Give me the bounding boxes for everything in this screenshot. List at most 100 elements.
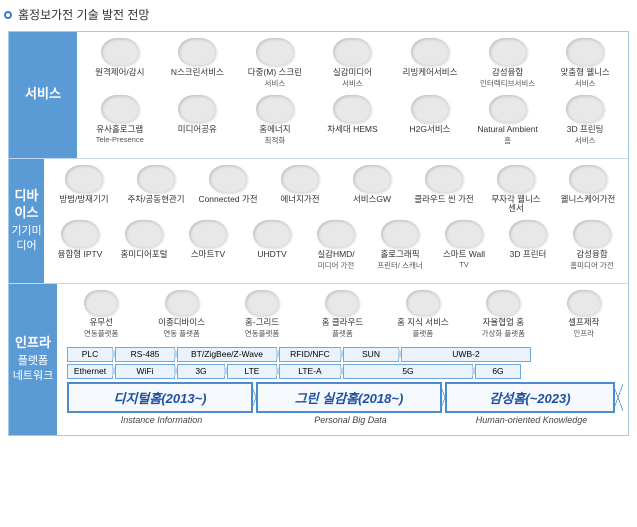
item-icon xyxy=(569,165,607,193)
diagram-item: 유사홀로그램Tele-Presence xyxy=(88,95,152,146)
item-sublabel: 연동플랫폼 xyxy=(245,328,280,339)
item-icon xyxy=(101,38,139,66)
tech-chip: BT/ZigBee/Z-Wave xyxy=(177,347,277,362)
item-label: 실감미디어 xyxy=(333,68,372,78)
tech-chip: 3G xyxy=(177,364,225,379)
item-icon xyxy=(178,95,216,123)
item-label: 융합형 IPTV xyxy=(58,250,103,260)
item-label: 3D 프린팅 xyxy=(567,125,604,135)
era-box: 그린 실감홈(2018~) xyxy=(256,382,442,413)
section-row: 디바이스기기미디어방범/방재기기주차/공동현관기Connected 가전에너지가… xyxy=(9,159,628,284)
item-row: 방범/방재기기주차/공동현관기Connected 가전에너지가전서비스GW클라우… xyxy=(48,165,624,215)
diagram-item: 실감HMD/미디어 가전 xyxy=(304,220,368,271)
item-icon xyxy=(189,220,227,248)
tech-chip: 5G xyxy=(343,364,473,379)
item-sublabel: 서비스 xyxy=(575,78,596,89)
item-label: 맞춤형 웰니스 xyxy=(561,68,610,78)
item-sublabel: 인터렉티브서비스 xyxy=(480,78,535,89)
item-label: 미디어공유 xyxy=(178,125,217,135)
tech-row: PLCRS-485BT/ZigBee/Z-WaveRFID/NFCSUNUWB-… xyxy=(67,347,618,362)
item-icon xyxy=(567,290,601,316)
item-label: 이종디바이스 xyxy=(158,318,205,328)
item-row: 융합형 IPTV홈미디어포털스마트TVUHDTV실감HMD/미디어 가전홀로그래… xyxy=(48,220,624,271)
item-icon xyxy=(509,220,547,248)
item-sublabel: 플랫폼 xyxy=(413,328,434,339)
item-icon xyxy=(489,38,527,66)
item-label: 홈 클라우드 xyxy=(322,318,363,328)
era-box: 감성홈(~2023) xyxy=(445,382,615,413)
era-subline: Instance InformationPersonal Big DataHum… xyxy=(67,413,618,427)
diagram-item: 서비스GW xyxy=(340,165,404,215)
item-label: 리빙케어서비스 xyxy=(403,68,458,78)
item-sublabel: 프린터/ 스캐너 xyxy=(377,260,423,271)
diagram-item: 실감미디어서비스 xyxy=(320,38,384,89)
item-icon xyxy=(333,38,371,66)
item-label: 원격제어/감시 xyxy=(95,68,144,78)
item-label: 감성융합 xyxy=(492,68,523,78)
item-icon xyxy=(178,38,216,66)
diagram-item: Connected 가전 xyxy=(196,165,260,215)
diagram-container: 서비스원격제어/감시N스크린서비스다중(M) 스크린서비스실감미디어서비스리빙케… xyxy=(8,31,629,436)
item-icon xyxy=(489,95,527,123)
item-sublabel: 서비스 xyxy=(575,135,596,146)
diagram-item: 감성융합인터렉티브서비스 xyxy=(476,38,540,89)
item-sublabel: 서비스 xyxy=(265,78,286,89)
item-label: UHDTV xyxy=(257,250,286,260)
item-icon xyxy=(84,290,118,316)
diagram-item: Natural Ambient홈 xyxy=(476,95,540,146)
tech-row: EthernetWiFi3GLTELTE-A5G6G xyxy=(67,364,618,379)
diagram-item: N스크린서비스 xyxy=(165,38,229,89)
diagram-item: UHDTV xyxy=(240,220,304,271)
item-label: 차세대 HEMS xyxy=(327,125,377,135)
item-icon xyxy=(411,95,449,123)
item-label: Natural Ambient xyxy=(477,125,537,135)
diagram-item: 융합형 IPTV xyxy=(48,220,112,271)
item-sublabel: 서비스 xyxy=(342,78,363,89)
item-row: 유무선연동플랫폼이종디바이스연동 플랫폼홈-그리드연동플랫폼홈 클라우드플랫폼홈… xyxy=(61,290,624,339)
era-row: 디지털홈(2013~)그린 실감홈(2018~)감성홈(~2023) xyxy=(67,382,618,413)
diagram-item: 홈 지식 서비스플랫폼 xyxy=(391,290,455,339)
item-sublabel: Tele-Presence xyxy=(96,135,144,144)
tech-chip: UWB-2 xyxy=(401,347,531,362)
item-icon xyxy=(65,165,103,193)
item-label: H2G서비스 xyxy=(410,125,451,135)
tech-chip: LTE-A xyxy=(279,364,341,379)
item-label: 무자각 웰니스 센서 xyxy=(484,195,548,215)
diagram-item: 무자각 웰니스 센서 xyxy=(484,165,548,215)
page-title: 홈정보가전 기술 발전 전망 xyxy=(18,6,149,23)
item-sublabel: TV xyxy=(459,260,469,269)
section-row: 인프라플랫폼 네트워크유무선연동플랫폼이종디바이스연동 플랫폼홈-그리드연동플랫… xyxy=(9,284,628,435)
item-icon xyxy=(353,165,391,193)
diagram-item: 이종디바이스연동 플랫폼 xyxy=(150,290,214,339)
item-icon xyxy=(486,290,520,316)
item-label: 홈-그리드 xyxy=(245,318,279,328)
item-icon xyxy=(497,165,535,193)
item-label: 3D 프린터 xyxy=(510,250,547,260)
diagram-item: 홀로그래픽프린터/ 스캐너 xyxy=(368,220,432,271)
diagram-item: 원격제어/감시 xyxy=(88,38,152,89)
item-sublabel: 인프라 xyxy=(573,328,594,339)
item-row: 유사홀로그램Tele-Presence 미디어공유 홈에너지최적화차세대 HEMS H… xyxy=(81,95,624,146)
item-icon xyxy=(101,95,139,123)
diagram-item: H2G서비스 xyxy=(398,95,462,146)
diagram-item: 홈에너지최적화 xyxy=(243,95,307,146)
tech-chip: 6G xyxy=(475,364,521,379)
bullet-icon xyxy=(4,11,12,19)
item-icon xyxy=(573,220,611,248)
section-body: 유무선연동플랫폼이종디바이스연동 플랫폼홈-그리드연동플랫폼홈 클라우드플랫폼홈… xyxy=(57,284,628,435)
tech-chip: RFID/NFC xyxy=(279,347,341,362)
era-subtitle: Instance Information xyxy=(67,415,256,425)
item-sublabel: 가상화 플랫폼 xyxy=(482,328,525,339)
item-label: Connected 가전 xyxy=(198,195,257,205)
tech-chip: Ethernet xyxy=(67,364,113,379)
diagram-item: 리빙케어서비스 xyxy=(398,38,462,89)
diagram-item: 다중(M) 스크린서비스 xyxy=(243,38,307,89)
item-label: 주차/공동현관기 xyxy=(127,195,184,205)
section-label: 디바이스기기미디어 xyxy=(9,159,44,283)
tech-chip: WiFi xyxy=(115,364,175,379)
diagram-item: 에너지가전 xyxy=(268,165,332,215)
item-label: 홈에너지 xyxy=(259,125,290,135)
section-row: 서비스원격제어/감시N스크린서비스다중(M) 스크린서비스실감미디어서비스리빙케… xyxy=(9,32,628,159)
tech-chip: LTE xyxy=(227,364,277,379)
item-label: 스마트TV xyxy=(191,250,225,260)
